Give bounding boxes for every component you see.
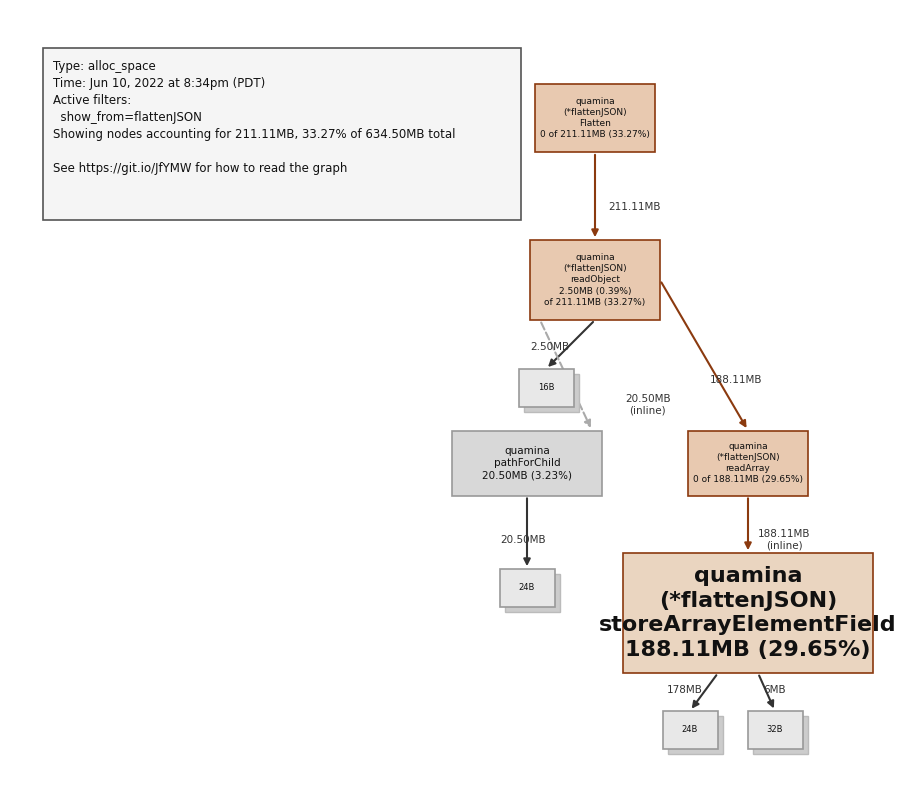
Text: 24B: 24B — [682, 726, 698, 734]
Text: 178MB: 178MB — [667, 685, 703, 695]
Text: Type: alloc_space
Time: Jun 10, 2022 at 8:34pm (PDT)
Active filters:
  show_from: Type: alloc_space Time: Jun 10, 2022 at … — [53, 60, 455, 175]
Text: 20.50MB: 20.50MB — [500, 535, 545, 545]
Text: 2.50MB: 2.50MB — [530, 342, 569, 352]
FancyBboxPatch shape — [524, 374, 578, 412]
FancyBboxPatch shape — [667, 716, 723, 754]
FancyBboxPatch shape — [43, 48, 521, 220]
FancyBboxPatch shape — [623, 553, 873, 673]
FancyBboxPatch shape — [500, 569, 554, 607]
FancyBboxPatch shape — [504, 574, 560, 612]
Text: quamina
(*flattenJSON)
Flatten
0 of 211.11MB (33.27%): quamina (*flattenJSON) Flatten 0 of 211.… — [540, 97, 650, 139]
Text: 211.11MB: 211.11MB — [608, 202, 661, 212]
FancyBboxPatch shape — [530, 240, 660, 320]
Text: 24B: 24B — [519, 583, 535, 593]
Text: 188.11MB: 188.11MB — [710, 375, 763, 385]
Text: 20.50MB
(inline): 20.50MB (inline) — [625, 394, 671, 416]
FancyBboxPatch shape — [518, 369, 574, 407]
Text: 188.11MB
(inline): 188.11MB (inline) — [758, 529, 811, 551]
FancyBboxPatch shape — [747, 711, 803, 749]
Text: 32B: 32B — [767, 726, 784, 734]
FancyBboxPatch shape — [663, 711, 717, 749]
FancyBboxPatch shape — [535, 84, 655, 152]
Text: quamina
(*flattenJSON)
storeArrayElementField
188.11MB (29.65%): quamina (*flattenJSON) storeArrayElement… — [599, 566, 897, 660]
Text: 6MB: 6MB — [763, 685, 785, 695]
FancyBboxPatch shape — [452, 430, 602, 496]
Text: quamina
pathForChild
20.50MB (3.23%): quamina pathForChild 20.50MB (3.23%) — [482, 445, 572, 480]
FancyBboxPatch shape — [753, 716, 807, 754]
Text: 16B: 16B — [538, 383, 554, 393]
Text: quamina
(*flattenJSON)
readObject
2.50MB (0.39%)
of 211.11MB (33.27%): quamina (*flattenJSON) readObject 2.50MB… — [544, 253, 645, 307]
FancyBboxPatch shape — [688, 430, 808, 496]
Text: quamina
(*flattenJSON)
readArray
0 of 188.11MB (29.65%): quamina (*flattenJSON) readArray 0 of 18… — [693, 442, 803, 484]
